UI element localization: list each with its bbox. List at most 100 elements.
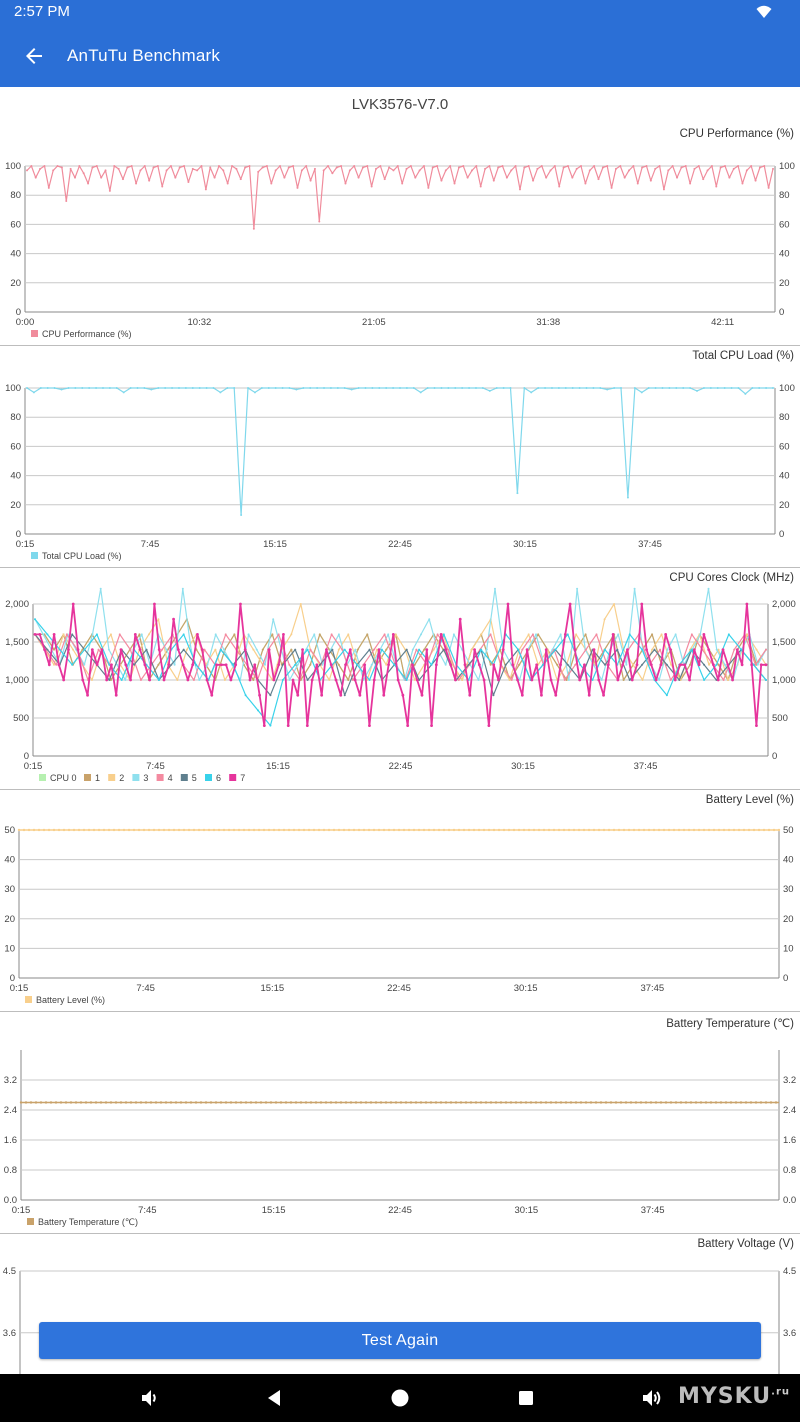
data-point xyxy=(622,828,626,832)
data-point xyxy=(244,694,247,697)
data-point xyxy=(272,828,276,832)
data-point xyxy=(260,387,263,389)
data-point xyxy=(619,1101,623,1104)
data-point xyxy=(505,176,508,179)
data-point xyxy=(197,828,201,832)
data-point xyxy=(336,387,339,389)
data-point xyxy=(582,828,586,832)
data-point xyxy=(707,587,710,590)
data-point xyxy=(274,387,277,389)
data-point xyxy=(375,167,378,170)
data-point xyxy=(90,648,94,651)
data-point xyxy=(39,167,42,170)
data-point xyxy=(109,1101,113,1104)
data-point xyxy=(462,828,466,832)
data-point xyxy=(767,186,770,189)
data-point xyxy=(703,679,706,681)
data-point xyxy=(226,182,229,185)
data-point xyxy=(654,167,657,170)
data-point xyxy=(57,828,61,832)
data-point xyxy=(583,663,586,667)
volume-down-icon[interactable] xyxy=(137,1386,161,1410)
home-circle-icon[interactable] xyxy=(388,1386,412,1410)
data-point xyxy=(470,648,473,651)
total-cpu-load-chart: Total CPU Load (%) 0 0 20 20 40 40 60 60 80 80 100… xyxy=(0,346,800,568)
data-point xyxy=(37,828,41,832)
data-point xyxy=(38,633,42,636)
data-point xyxy=(385,663,388,666)
data-point xyxy=(537,828,541,832)
test-again-button[interactable]: Test Again xyxy=(39,1322,761,1359)
data-point xyxy=(184,1101,188,1104)
data-point xyxy=(329,1101,333,1104)
data-point xyxy=(253,663,257,667)
cpu-performance-chart: CPU Performance (%) 0 0 20 20 40 40 60 60 80 80 10… xyxy=(0,124,800,346)
data-point xyxy=(368,648,371,651)
data-point xyxy=(715,648,718,651)
data-point xyxy=(95,633,98,636)
data-point xyxy=(121,178,124,181)
data-point xyxy=(269,724,272,727)
data-point xyxy=(174,176,177,179)
data-point xyxy=(399,1101,403,1104)
legend: CPU Performance (%) xyxy=(31,329,132,339)
data-point xyxy=(58,648,61,651)
data-point xyxy=(601,166,604,169)
data-point xyxy=(181,587,184,590)
arrow-back-icon[interactable] xyxy=(22,44,46,68)
chart-svg: 0 0 20 20 40 40 60 60 80 80 100 100 0:15 7:45 15:15 22:… xyxy=(5,383,795,561)
data-point xyxy=(320,693,324,697)
data-point xyxy=(213,176,216,179)
back-triangle-icon[interactable] xyxy=(262,1386,286,1410)
data-point xyxy=(164,387,167,389)
data-point xyxy=(702,387,705,389)
data-point xyxy=(356,648,359,651)
data-point xyxy=(622,679,625,681)
data-point xyxy=(210,693,214,697)
data-point xyxy=(212,387,215,389)
data-point xyxy=(409,1101,413,1104)
data-point xyxy=(95,165,98,167)
series-line xyxy=(35,618,767,681)
data-point xyxy=(424,1101,428,1104)
data-point xyxy=(108,387,111,389)
data-point xyxy=(489,1101,493,1104)
data-point xyxy=(710,165,713,167)
data-point xyxy=(373,648,376,651)
data-point xyxy=(110,663,113,667)
data-point xyxy=(777,828,781,832)
volume-up-icon[interactable] xyxy=(640,1386,664,1410)
data-point xyxy=(233,633,236,636)
data-point xyxy=(316,387,319,389)
data-point xyxy=(34,618,36,621)
data-point xyxy=(624,1101,628,1104)
data-point xyxy=(625,663,628,666)
data-point xyxy=(607,828,611,832)
data-point xyxy=(754,1101,758,1104)
data-point xyxy=(542,828,546,832)
recents-square-icon[interactable] xyxy=(514,1386,538,1410)
data-point xyxy=(189,1101,193,1104)
series-points xyxy=(33,602,768,727)
data-point xyxy=(492,663,496,667)
data-point xyxy=(684,165,687,167)
data-point xyxy=(176,679,179,681)
y-tick-label-right: 500 xyxy=(772,713,788,724)
data-point xyxy=(247,828,251,832)
data-point xyxy=(444,648,448,651)
data-point xyxy=(559,663,562,667)
data-point xyxy=(205,678,209,682)
data-point xyxy=(287,166,290,169)
x-tick-label: 42:11 xyxy=(711,317,734,328)
data-point xyxy=(668,387,671,389)
data-point xyxy=(108,189,111,192)
data-point xyxy=(549,678,553,682)
x-tick-label: 30:15 xyxy=(514,983,538,994)
data-point xyxy=(169,1101,173,1104)
data-point xyxy=(765,387,768,389)
data-point xyxy=(722,679,725,681)
data-point xyxy=(584,1101,588,1104)
data-point xyxy=(477,663,481,667)
data-point xyxy=(117,828,121,832)
data-point xyxy=(425,648,429,651)
